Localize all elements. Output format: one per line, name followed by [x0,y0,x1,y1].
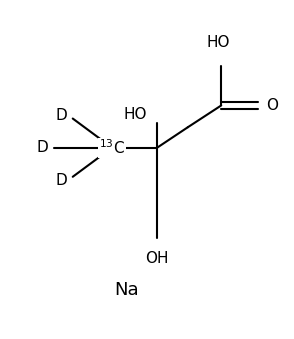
Text: $^{13}$C: $^{13}$C [99,138,125,157]
Text: HO: HO [123,107,147,122]
Text: D: D [36,140,48,155]
Text: D: D [55,173,67,188]
Text: HO: HO [207,35,230,50]
Text: D: D [55,107,67,122]
Text: OH: OH [146,251,169,266]
Text: O: O [266,98,278,113]
Text: Na: Na [114,281,139,299]
